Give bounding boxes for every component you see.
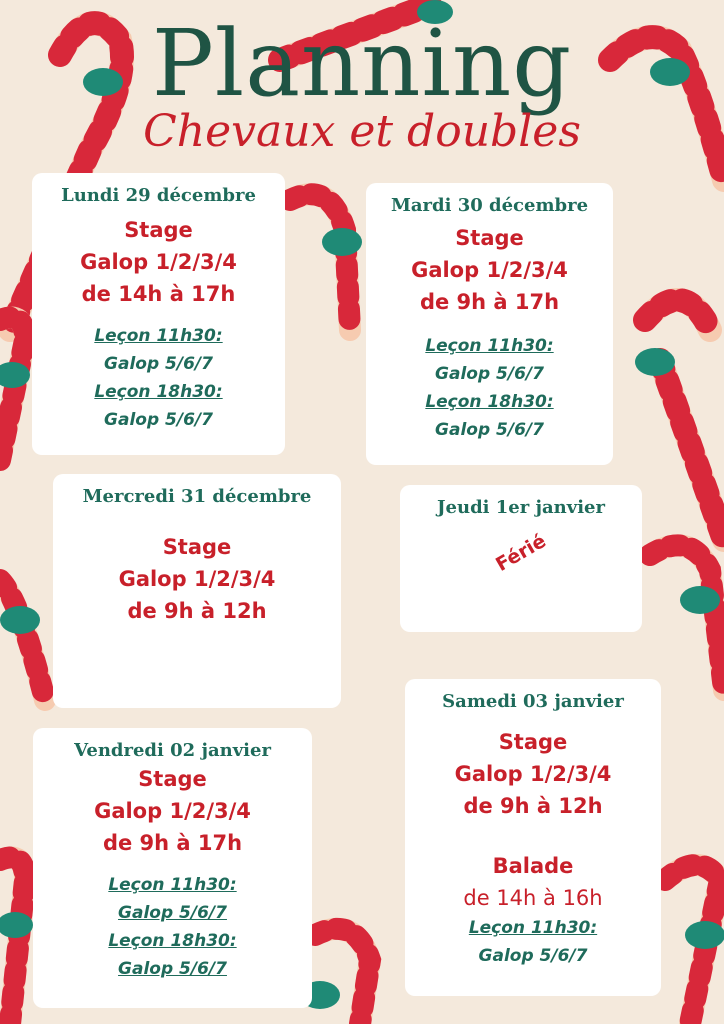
- activity-level: Galop 1/2/3/4: [118, 567, 276, 591]
- activity-time: de 9h à 12h: [127, 599, 267, 623]
- activity-title: Stage: [138, 767, 207, 791]
- activity-level: Galop 1/2/3/4: [80, 250, 237, 274]
- day-card-mercredi: Mercredi 31 décembre Stage Galop 1/2/3/4…: [53, 474, 341, 708]
- bow-icon: [680, 586, 720, 614]
- bow-icon: [0, 606, 40, 634]
- activity-time: de 9h à 12h: [463, 794, 603, 818]
- lesson-level: Galop 5/6/7: [478, 946, 588, 966]
- candy-cane-icon: [654, 854, 724, 1024]
- lesson-label: Leçon 11h30:: [425, 336, 554, 356]
- page-subtitle: Chevaux et doubles: [143, 106, 581, 157]
- activity-time: de 9h à 17h: [419, 290, 560, 314]
- activity-level: Galop 1/2/3/4: [411, 258, 568, 282]
- extra-activity-time: de 14h à 16h: [463, 886, 603, 910]
- bow-icon: [635, 348, 675, 376]
- day-heading: Mercredi 31 décembre: [82, 486, 312, 507]
- lesson-label: Leçon 11h30:: [108, 875, 237, 895]
- activity-time: de 9h à 17h: [102, 831, 243, 855]
- day-heading: Samedi 03 janvier: [442, 691, 624, 712]
- lesson-label: Leçon 11h30:: [94, 326, 223, 346]
- day-card-mardi: Mardi 30 décembre Stage Galop 1/2/3/4 de…: [366, 183, 613, 465]
- bow-icon: [0, 362, 30, 388]
- lesson-label: Leçon 11h30:: [468, 918, 598, 938]
- bow-icon: [83, 68, 123, 96]
- lesson-level: Galop 5/6/7: [104, 354, 213, 374]
- candy-cane-icon: [279, 183, 361, 341]
- day-heading: Lundi 29 décembre: [61, 185, 256, 206]
- day-card-jeudi: Jeudi 1er janvier Férié: [400, 485, 642, 632]
- day-card-samedi: Samedi 03 janvier Stage Galop 1/2/3/4 de…: [405, 679, 661, 996]
- day-heading: Jeudi 1er janvier: [437, 497, 605, 518]
- day-card-lundi: Lundi 29 décembre Stage Galop 1/2/3/4 de…: [32, 173, 285, 455]
- candy-cane-icon: [633, 288, 724, 552]
- candy-cane-icon: [0, 11, 134, 342]
- bow-icon: [650, 58, 690, 86]
- lesson-label: Leçon 18h30:: [94, 382, 223, 402]
- bow-icon: [0, 912, 33, 938]
- candy-cane-icon: [0, 846, 37, 1024]
- day-heading: Vendredi 02 janvier: [74, 740, 271, 761]
- extra-activity-title: Balade: [492, 854, 574, 878]
- day-card-vendredi: Vendredi 02 janvier Stage Galop 1/2/3/4 …: [33, 728, 312, 1008]
- day-heading: Mardi 30 décembre: [390, 195, 589, 216]
- activity-level: Galop 1/2/3/4: [94, 799, 251, 823]
- lesson-level: Galop 5/6/7: [435, 364, 544, 384]
- lesson-level: Galop 5/6/7: [435, 420, 544, 440]
- lesson-label: Leçon 18h30:: [425, 392, 554, 412]
- activity-level: Galop 1/2/3/4: [454, 762, 612, 786]
- activity-title: Stage: [124, 218, 193, 242]
- lesson-level: Galop 5/6/7: [118, 959, 227, 979]
- candy-cane-icon: [598, 25, 724, 192]
- lesson-level: Galop 5/6/7: [118, 903, 227, 923]
- bow-icon: [685, 921, 724, 949]
- candy-cane-icon: [0, 569, 56, 711]
- bow-icon: [417, 0, 453, 24]
- activity-title: Stage: [162, 535, 232, 559]
- lesson-label: Leçon 18h30:: [108, 931, 237, 951]
- candy-cane-icon: [639, 534, 724, 701]
- activity-time: de 14h à 17h: [81, 282, 236, 306]
- activity-title: Stage: [455, 226, 524, 250]
- lesson-level: Galop 5/6/7: [104, 410, 213, 430]
- candy-cane-icon: [304, 917, 382, 1024]
- holiday-label: Férié: [492, 530, 550, 576]
- candy-cane-icon: [268, 0, 442, 72]
- bow-icon: [322, 228, 362, 256]
- candy-cane-icon: [0, 306, 37, 471]
- activity-title: Stage: [498, 730, 568, 754]
- page-title: Planning: [151, 10, 573, 117]
